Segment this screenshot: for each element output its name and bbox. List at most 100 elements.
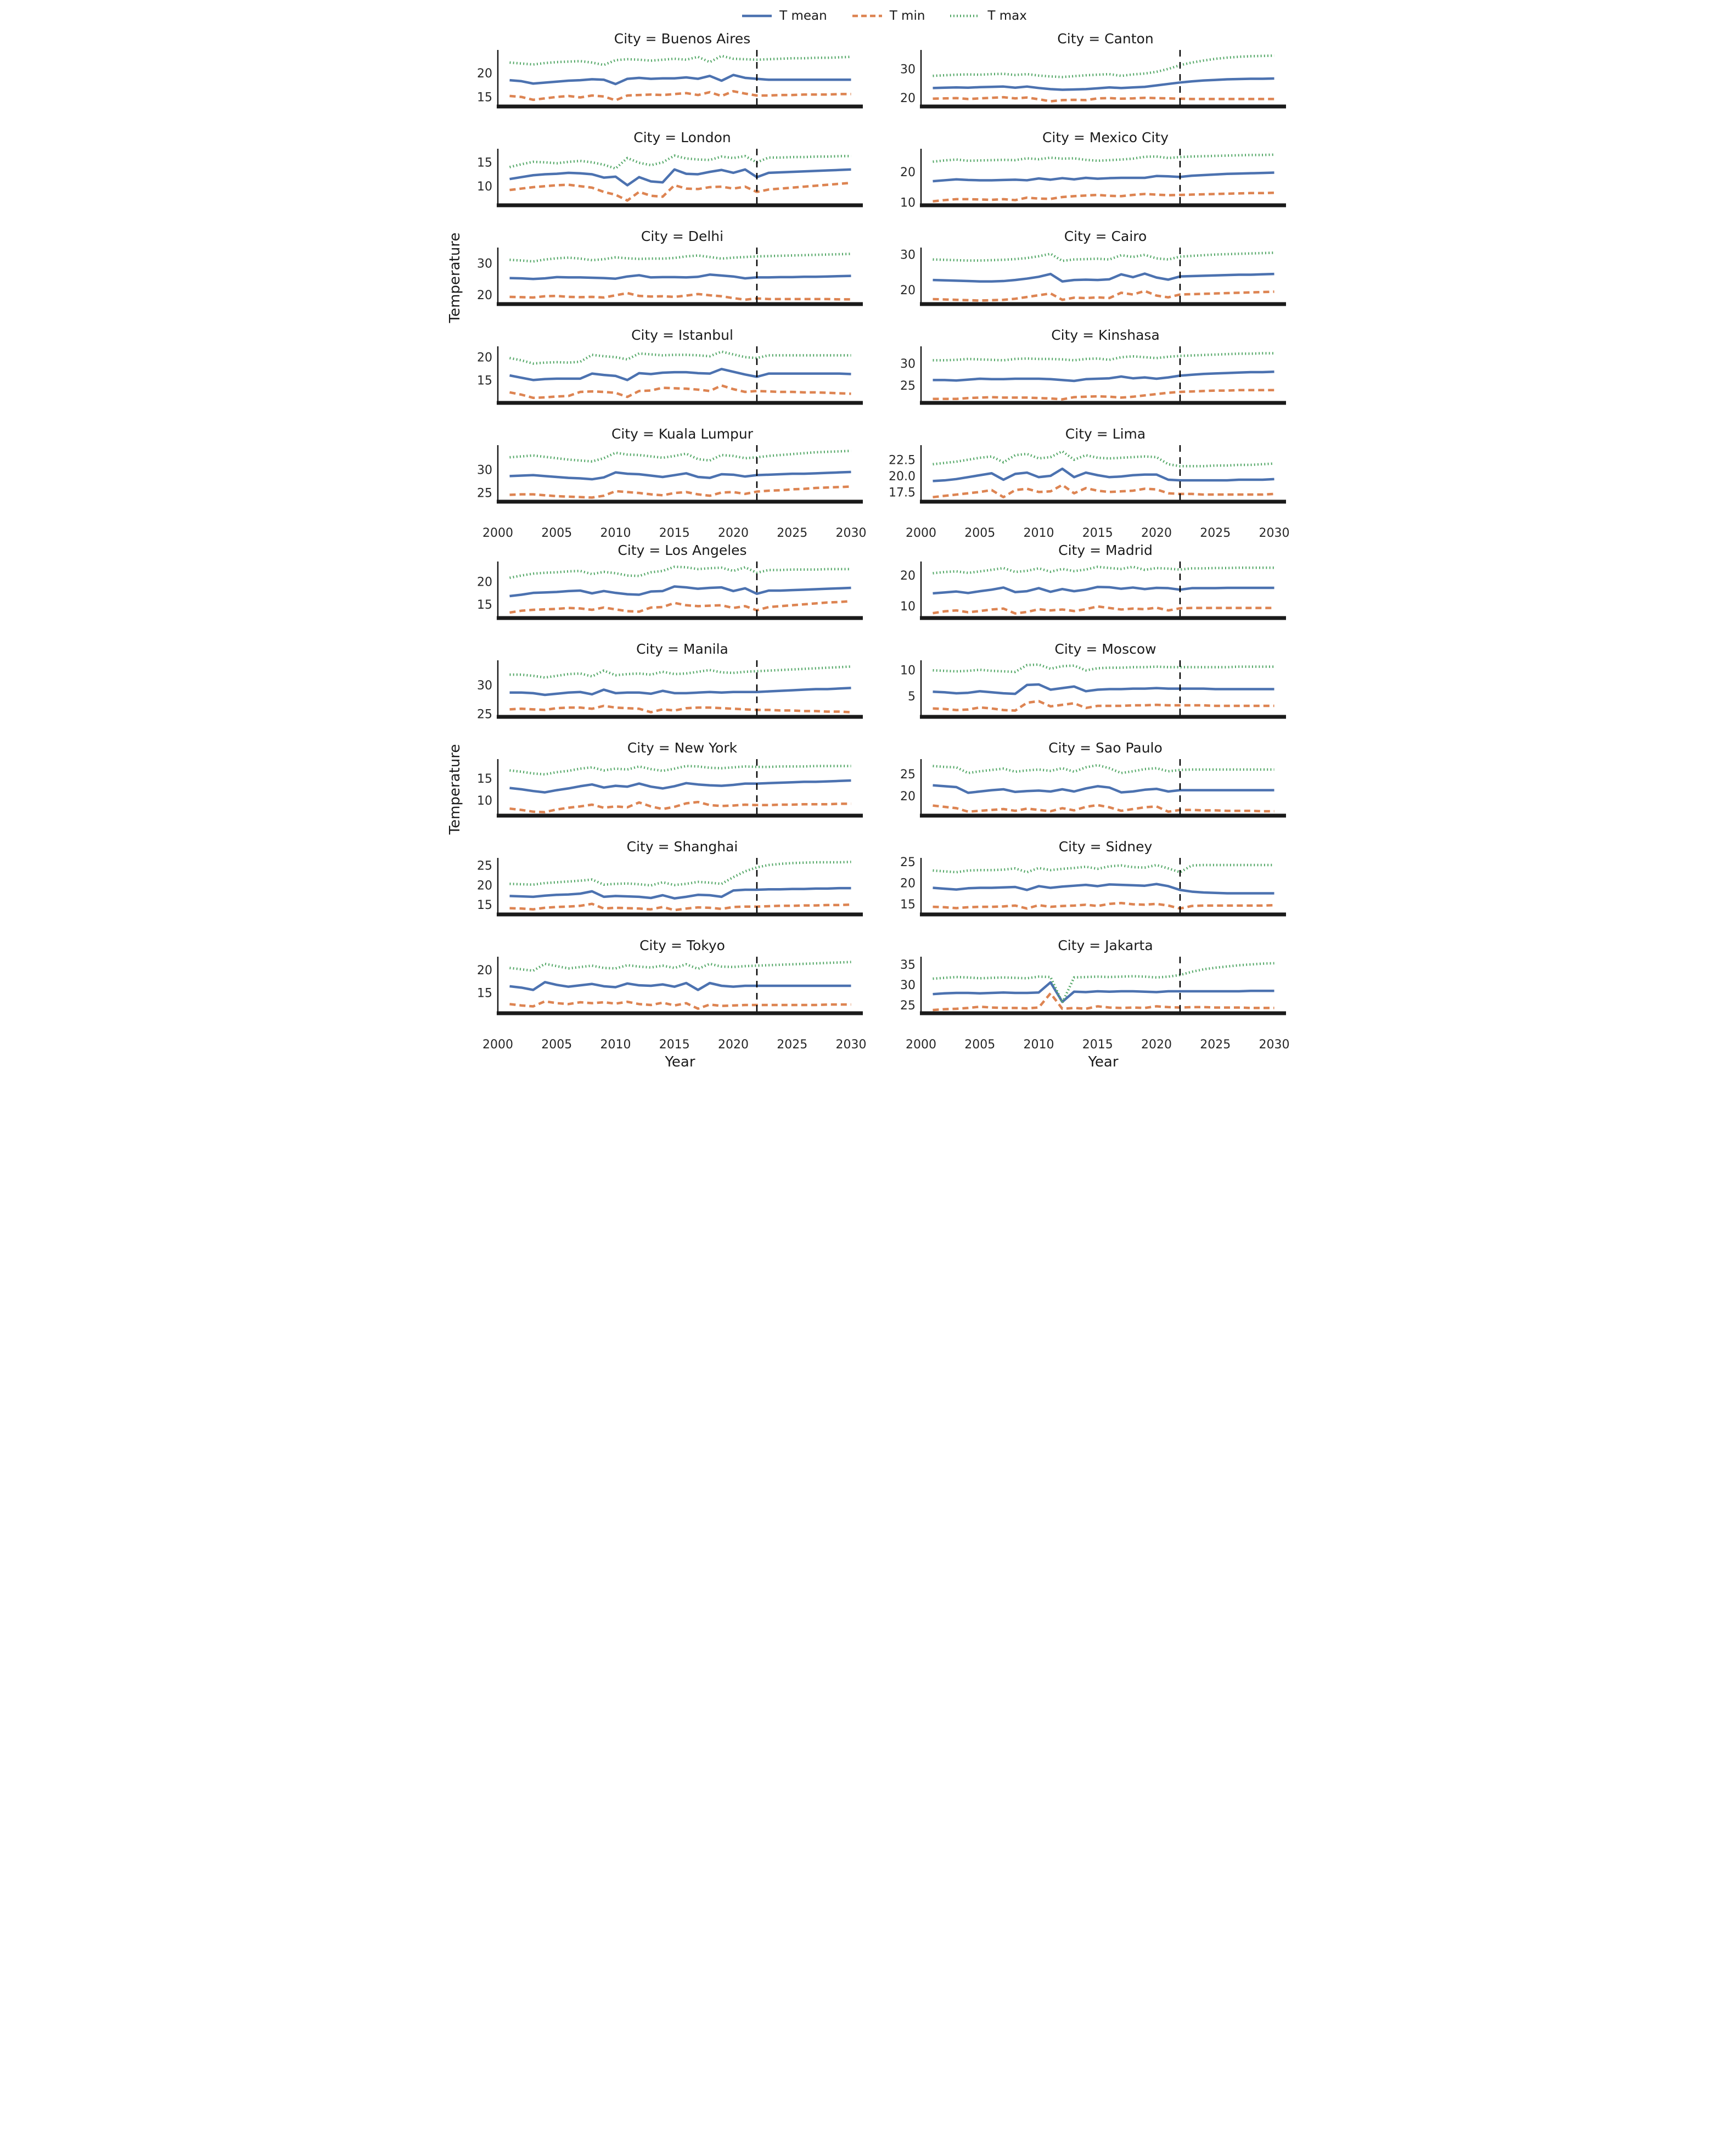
legend: T mean T min T max — [467, 2, 1301, 30]
subplot-tokyo: City = Tokyo 15 20 — [458, 936, 867, 1020]
x-tick-label: 2015 — [1082, 1038, 1113, 1052]
t-min-line — [509, 384, 851, 400]
t-min-line — [932, 804, 1274, 813]
x-tick-label: 2015 — [1082, 526, 1113, 540]
y-axis-label-top: Temperature — [446, 232, 463, 323]
t-mean-line — [932, 784, 1274, 794]
subplot-title: City = Cairo — [1064, 228, 1147, 244]
t-max-line — [932, 251, 1274, 262]
y-tick-label: 15 — [477, 156, 492, 170]
facet-row: City = Los Angeles 15 20 City = Madrid 10 20 — [458, 541, 1301, 640]
t-min-line — [932, 901, 1274, 910]
x-tick-label: 2030 — [1259, 526, 1289, 540]
subplot-canvas-moscow: 5 10 — [900, 660, 1286, 719]
t-min-line — [509, 485, 851, 499]
subplot-london: City = London 10 15 — [458, 128, 867, 212]
subplot-canvas-canton: 2030 — [900, 50, 1286, 109]
y-tick-label: 20 — [477, 67, 492, 81]
subplot-title: City = Sidney — [1058, 839, 1153, 855]
t-max-line — [509, 154, 851, 170]
subplot-canvas-kinshasa: 25 30 — [900, 346, 1286, 405]
legend-item-t-max: T max — [949, 9, 1027, 23]
t-min-line — [509, 181, 851, 202]
facet-row: City = Delhi 20 30 City = Cairo 20 30 — [458, 227, 1301, 326]
x-tick-label: 2005 — [964, 526, 995, 540]
subplot-lima: City = Lima 22.5 20.0 17.5 — [881, 425, 1290, 508]
subplot-madrid: City = Madrid 10 20 — [881, 541, 1290, 625]
subplot-title: City = Shanghai — [626, 839, 738, 855]
y-tick-label: 10 — [900, 664, 916, 677]
facet-row: City = Manila 25 30 City = Moscow 5 10 — [458, 640, 1301, 739]
t-mean-line — [932, 467, 1274, 482]
subplot-los-angeles: City = Los Angeles 15 20 — [458, 541, 867, 625]
t-max-line — [933, 352, 1274, 362]
subplot-canvas-jakarta: 25 30 35 — [900, 957, 1286, 1015]
subplot-canton: City = Canton 20 30 — [881, 30, 1290, 113]
y-tick-label: 30 — [477, 257, 492, 271]
x-tick-label: 2000 — [482, 526, 513, 540]
t-min-line — [932, 191, 1274, 203]
subplot-canvas-cairo: 2030 — [900, 248, 1286, 306]
x-axis-tick-labels: 2000 2005 2010 2015 2020 2025 2030 — [906, 1038, 1290, 1052]
t-min-line — [932, 605, 1274, 615]
legend-swatch-max-line-icon — [950, 14, 980, 18]
t-mean-line — [509, 779, 851, 794]
t-mean-line — [933, 370, 1274, 383]
t-min-line — [509, 800, 851, 813]
y-tick-label: 15 — [477, 987, 492, 1001]
y-tick-label: 15 — [477, 772, 492, 786]
facet-row: City = Istanbul 15 20 City = Kinshasa 25 30 — [458, 326, 1301, 425]
subplot-canvas-madrid: 10 20 — [900, 562, 1286, 620]
subplot-istanbul: City = Istanbul 15 20 — [458, 326, 867, 409]
subplot-title: City = Tokyo — [639, 937, 725, 953]
x-tick-label: 2030 — [835, 526, 866, 540]
subplot-title: City = Istanbul — [631, 327, 733, 343]
subplot-title: City = Buenos Aires — [614, 31, 751, 47]
x-axis-label: Year — [665, 1054, 695, 1070]
subplot-title: City = Canton — [1057, 31, 1154, 47]
subplot-canvas-london: 10 15 — [477, 149, 863, 207]
facet-row: City = London 10 15 City = Mexico City 10 20 — [458, 128, 1301, 227]
x-tick-label: 2015 — [659, 1038, 689, 1052]
x-tick-label: 2025 — [1200, 526, 1231, 540]
subplot-canvas-kuala-lumpur: 25 30 — [477, 445, 863, 504]
y-tick-label: 20 — [900, 569, 916, 583]
y-tick-label: 25 — [477, 486, 492, 500]
y-tick-label: 25 — [900, 999, 916, 1013]
t-min-line — [509, 1000, 851, 1010]
t-max-line — [932, 763, 1274, 774]
t-mean-line — [509, 368, 851, 381]
y-tick-label: 20 — [900, 284, 916, 297]
legend-label-t-max: T max — [987, 9, 1027, 23]
x-axis-label: Year — [1088, 1054, 1119, 1070]
t-max-line — [932, 663, 1274, 673]
t-min-line — [509, 291, 851, 301]
y-tick-label: 20 — [477, 289, 492, 302]
y-tick-label: 20 — [900, 877, 916, 890]
subplot-title: City = Lima — [1065, 426, 1146, 442]
facet-row: City = Tokyo 15 20 City = Jakarta 25 30 35 — [458, 936, 1301, 1035]
subplot-canvas-sidney: 15 20 25 — [900, 856, 1286, 917]
subplot-jakarta: City = Jakarta 25 30 35 — [881, 936, 1290, 1020]
figure-canvas: T mean T min T max Temperature Temperatu… — [434, 0, 1301, 1070]
facet-row: City = Buenos Aires 15 20 City = Canton 20 30 — [458, 30, 1301, 128]
charts-grid: City = Buenos Aires 15 20 City = Canton 20 30… — [458, 30, 1301, 1070]
subplot-title: City = Mexico City — [1042, 130, 1169, 145]
x-tick-label: 2030 — [835, 1038, 866, 1052]
t-mean-line — [932, 272, 1274, 283]
x-tick-label: 2025 — [1200, 1038, 1231, 1052]
t-max-line — [509, 350, 851, 365]
x-tick-label: 2025 — [777, 1038, 807, 1052]
x-axis-row: 2000 2005 2010 2015 2020 2025 2030 2000 2005 2010… — [458, 524, 1301, 541]
subplot-title: City = Manila — [636, 641, 728, 657]
t-mean-line — [509, 168, 851, 187]
subplot-title: City = Delhi — [641, 228, 724, 244]
y-tick-label: 25 — [900, 856, 916, 869]
t-min-line — [509, 599, 851, 614]
t-max-line — [509, 54, 851, 66]
y-tick-label: 15 — [900, 898, 916, 912]
t-mean-line — [509, 981, 851, 991]
y-tick-label: 30 — [900, 249, 916, 262]
legend-label-t-mean: T mean — [779, 9, 827, 23]
